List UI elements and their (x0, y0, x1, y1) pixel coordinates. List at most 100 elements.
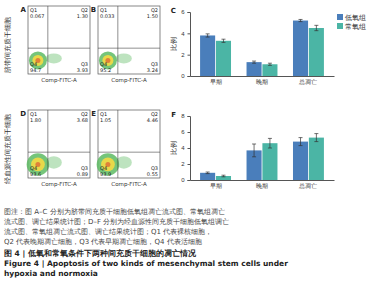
x-tick: 早期 (210, 76, 222, 85)
y-tick: 0 (181, 73, 190, 79)
panel-label: F (171, 111, 176, 119)
panel-label: A (21, 6, 27, 14)
error-bar-cap (221, 42, 225, 43)
axis-title: Comp-FITC-A (41, 77, 77, 84)
y-tick: 4 (181, 31, 190, 37)
error-bar-stem (207, 34, 208, 37)
legend-label: 常氧组 (345, 23, 366, 31)
error-bar-cap (221, 175, 225, 176)
tick-label: 8 (181, 113, 185, 119)
error-bar-stem (316, 25, 317, 30)
tick-label: 总凋亡 (298, 182, 317, 189)
tick-mark (188, 116, 191, 117)
tick-label: 总凋亡 (298, 78, 317, 85)
axis-title: Comp-FITC-A (111, 77, 147, 84)
bar (293, 142, 308, 180)
gate-line (117, 6, 118, 74)
flow-frame (98, 6, 160, 74)
error-bar-cap (299, 137, 303, 138)
tick-label: 6 (181, 9, 185, 15)
tick-mark (188, 180, 191, 181)
error-bar (252, 144, 256, 157)
y-tick: 6 (181, 9, 190, 15)
tick-label: 早期 (210, 183, 222, 189)
panel-label: E (91, 110, 96, 118)
legend-swatch (337, 23, 343, 29)
caption-note: 流式图、调亡结果统计图；D–F 分别为经血源性间充质干细胞低氧组调亡 (4, 218, 229, 226)
bar (200, 173, 215, 180)
quadrant-value: 1.80 (30, 117, 41, 123)
tick-label: 晚期 (256, 183, 268, 189)
panel-label: D (20, 110, 26, 118)
quadrant-value: 1.30 (77, 13, 88, 19)
flow-panel: Q10.067Q21.30Q33.93Q494.7AComp-FITC-A (21, 6, 90, 84)
figure-title-en: hypoxia and normoxia (4, 269, 98, 278)
legend-swatch (337, 14, 343, 20)
axis-line (191, 76, 335, 77)
plot-area (200, 134, 324, 180)
flow-frame (28, 110, 90, 178)
axis-line (188, 13, 191, 77)
bar (293, 21, 308, 76)
tick-mark (188, 33, 191, 34)
bar (262, 143, 277, 180)
legend-label: 低氧组 (345, 14, 366, 22)
error-bar-cap (299, 21, 303, 22)
bar-chart: 0246早期晚期总凋亡C比例低氧组常氧组 (170, 7, 366, 85)
tick-mark (188, 132, 191, 133)
error-bar (268, 138, 272, 148)
row-label: 脐带间充质干细胞 (4, 17, 12, 73)
error-bar-cap (314, 133, 318, 134)
plot-area (200, 19, 324, 76)
error-bar-cap (206, 37, 210, 38)
axis-line (191, 180, 335, 181)
y-tick: 6 (181, 129, 190, 135)
error-bar (252, 61, 256, 63)
y-axis: 02468 (181, 113, 190, 183)
error-bar-cap (252, 61, 256, 62)
tick-label: 4 (181, 31, 185, 37)
error-bar-cap (252, 63, 256, 64)
quadrant-value: 0.89 (77, 171, 88, 177)
bar (309, 138, 324, 180)
quadrant-value: 1.05 (100, 117, 111, 123)
tick-mark (188, 164, 191, 165)
figure: 脐带间充质干细胞经血源性间充质干细胞Q10.067Q21.30Q33.93Q49… (0, 0, 376, 287)
gate-line (28, 48, 90, 49)
quadrant-value: 95.2 (100, 67, 111, 73)
gate-line (47, 6, 48, 74)
error-bar-stem (300, 138, 301, 146)
error-bar-cap (221, 176, 225, 177)
x-tick: 总凋亡 (298, 180, 317, 189)
panel-label: C (171, 7, 176, 15)
error-bar-cap (314, 25, 318, 26)
quadrant-value: 94.7 (30, 67, 41, 73)
error-bar-cap (252, 144, 256, 145)
y-tick: 4 (181, 145, 190, 151)
gate-line (98, 152, 160, 153)
y-tick: 0 (181, 177, 190, 183)
tick-label: 2 (181, 52, 185, 58)
x-tick: 总凋亡 (298, 76, 317, 85)
caption-note: Q2 代表晚期凋亡细胞，Q3 代表早期凋亡细胞，Q4 代表活细胞 (4, 238, 202, 246)
x-tick: 晚期 (256, 76, 268, 85)
error-bar-cap (299, 19, 303, 20)
gate-line (47, 110, 48, 178)
bar (216, 176, 231, 180)
axis-title: 比例 (170, 141, 178, 155)
error-bar-stem (254, 144, 255, 157)
error-bar-cap (268, 148, 272, 149)
quadrant-value: 93.9 (100, 171, 111, 177)
error-bar-cap (221, 39, 225, 40)
y-tick: 8 (181, 113, 190, 119)
tick-mark (188, 12, 191, 13)
legend: 低氧组常氧组 (337, 14, 366, 31)
error-bar-cap (268, 138, 272, 139)
caption-note: 流式图、常氧组凋亡流式图、调亡结果统计图；Q1 代表裸核细胞， (4, 228, 212, 236)
flow-panel: Q11.05Q24.46Q30.55Q493.9EComp-FITC-A (91, 110, 160, 188)
figure-title-en: Figure 4 | Apoptosis of two kinds of mes… (4, 259, 288, 268)
bar (262, 64, 277, 76)
quadrant-value: 1.50 (147, 13, 158, 19)
tick-label: 0 (181, 177, 185, 183)
quadrant-value: 0.033 (100, 13, 114, 19)
